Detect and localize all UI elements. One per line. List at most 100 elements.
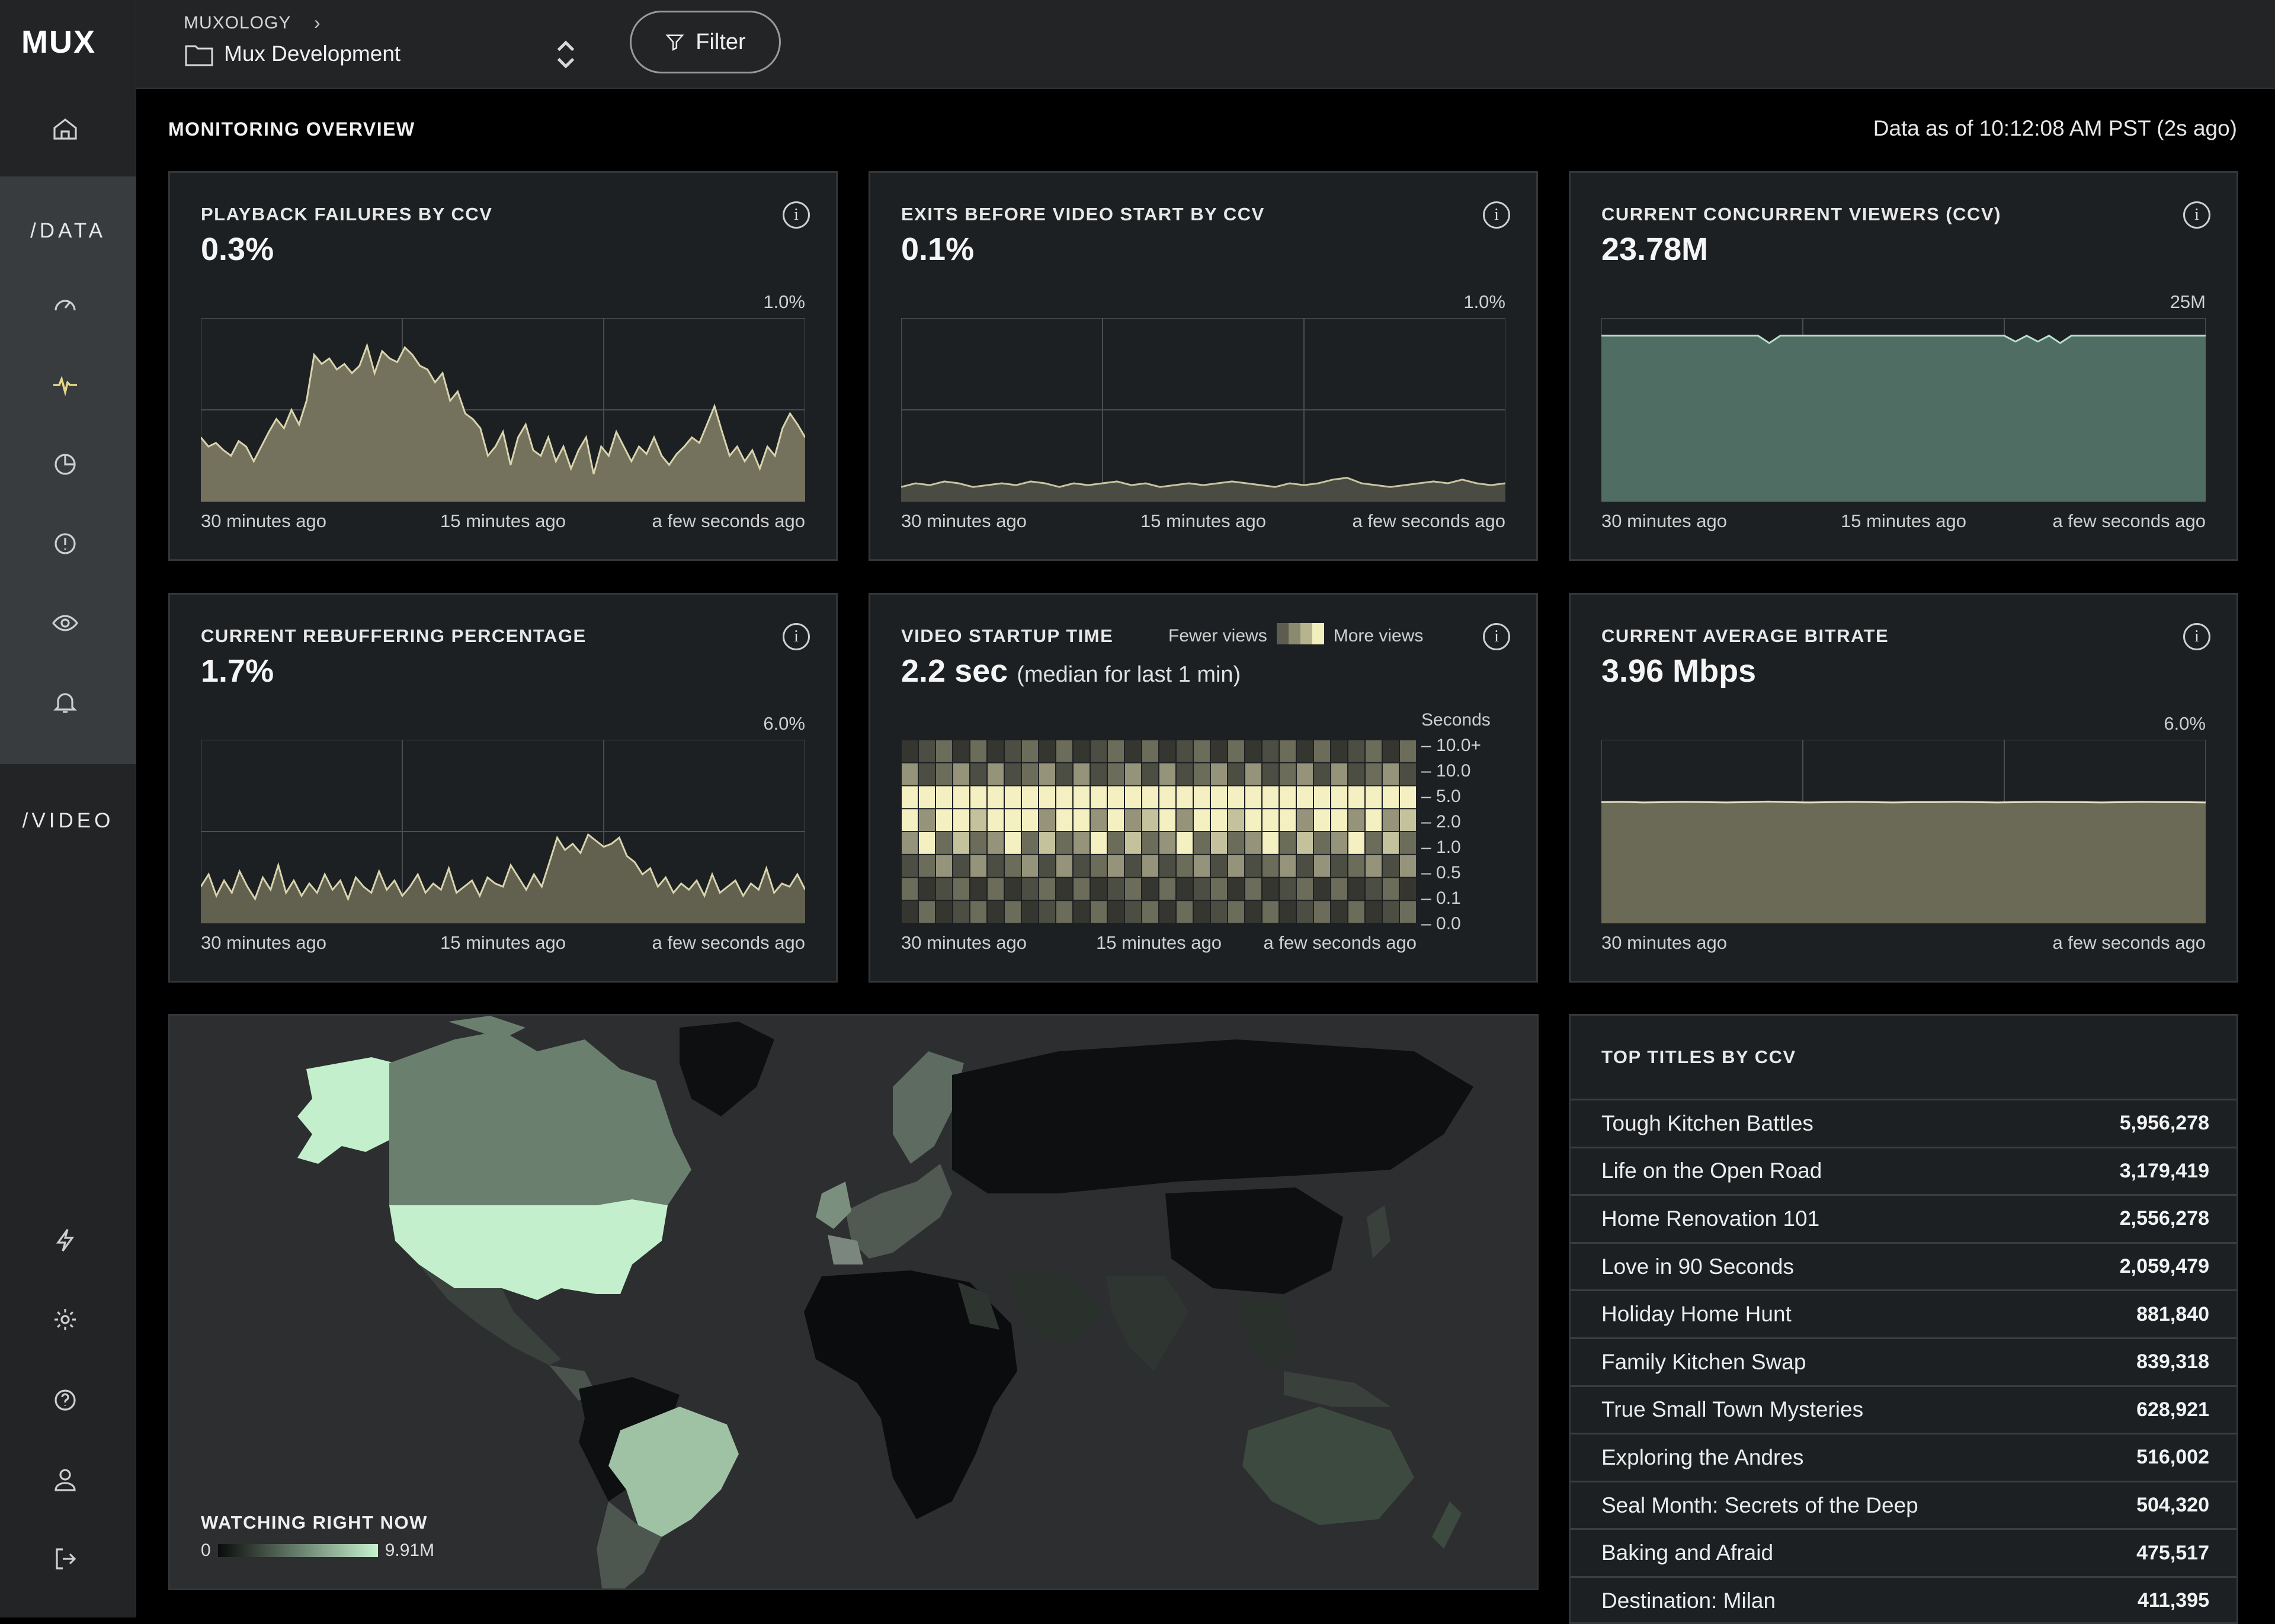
activity-icon[interactable] xyxy=(47,367,83,403)
exits-before-start-chart[interactable] xyxy=(901,318,1505,502)
info-icon[interactable]: i xyxy=(2183,201,2210,229)
bitrate-chart[interactable] xyxy=(1601,740,2206,923)
heatmap-cell xyxy=(1125,786,1141,808)
heatmap-cell xyxy=(988,763,1004,785)
heatmap-cell xyxy=(1263,878,1279,900)
folder-icon xyxy=(185,45,213,66)
gauge-icon[interactable] xyxy=(47,287,83,322)
list-item[interactable]: Exploring the Andres 516,002 xyxy=(1571,1434,2236,1482)
heatmap-cell xyxy=(1383,832,1399,854)
heatmap-cell xyxy=(1383,740,1399,762)
project-name[interactable]: Mux Development xyxy=(224,41,401,66)
info-icon[interactable]: i xyxy=(1483,623,1510,650)
heatmap-cell xyxy=(1280,740,1296,762)
panel-title: CURRENT CONCURRENT VIEWERS (CCV) xyxy=(1601,204,2001,224)
heatmap-cell xyxy=(1280,832,1296,854)
filter-button[interactable]: Filter xyxy=(630,11,781,73)
playback-failures-chart[interactable] xyxy=(201,318,805,502)
info-icon[interactable]: i xyxy=(1483,201,1510,229)
region-alaska xyxy=(297,1057,395,1164)
list-item[interactable]: Home Renovation 101 2,556,278 xyxy=(1571,1196,2236,1244)
map-legend-gradient xyxy=(217,1544,378,1557)
heatmap-cell xyxy=(1159,878,1175,900)
heatmap-cell xyxy=(1108,832,1124,854)
logout-icon[interactable] xyxy=(47,1541,83,1577)
list-item[interactable]: Destination: Milan 411,395 xyxy=(1571,1578,2236,1622)
mux-logo[interactable]: MUX xyxy=(21,24,96,60)
startup-heatmap[interactable] xyxy=(901,740,1417,923)
heatmap-cell xyxy=(1348,901,1364,923)
nav-video-label[interactable]: /VIDEO xyxy=(22,809,114,832)
bolt-icon[interactable] xyxy=(47,1222,83,1258)
project-switch-icon[interactable] xyxy=(551,37,581,72)
list-item[interactable]: True Small Town Mysteries 628,921 xyxy=(1571,1387,2236,1435)
gear-icon[interactable] xyxy=(47,1302,83,1337)
title-ccv: 628,921 xyxy=(2136,1398,2209,1421)
pie-chart-icon[interactable] xyxy=(47,447,83,482)
heatmap-cell xyxy=(1366,878,1382,900)
heatmap-cell xyxy=(1142,763,1158,785)
heatmap-cell xyxy=(1211,901,1227,923)
heatmap-cell xyxy=(1348,763,1364,785)
heatmap-cell xyxy=(1297,878,1313,900)
heatmap-cell xyxy=(1091,832,1107,854)
world-map[interactable] xyxy=(170,1016,1539,1590)
title-name: Seal Month: Secrets of the Deep xyxy=(1601,1493,1918,1517)
list-item[interactable]: Holiday Home Hunt 881,840 xyxy=(1571,1291,2236,1339)
heatmap-cell xyxy=(919,740,935,762)
help-icon[interactable] xyxy=(47,1382,83,1418)
heatmap-cell xyxy=(1108,809,1124,832)
list-item[interactable]: Baking and Afraid 475,517 xyxy=(1571,1530,2236,1578)
heatmap-cell xyxy=(1142,832,1158,854)
list-item[interactable]: Seal Month: Secrets of the Deep 504,320 xyxy=(1571,1482,2236,1530)
heatmap-cell xyxy=(1383,878,1399,900)
chevron-right-icon: › xyxy=(314,12,321,33)
list-item[interactable]: Tough Kitchen Battles 5,956,278 xyxy=(1571,1100,2236,1148)
org-breadcrumb[interactable]: MUXOLOGY xyxy=(184,13,291,33)
heatmap-cell xyxy=(1125,855,1141,877)
heatmap-cell xyxy=(1039,901,1055,923)
home-icon[interactable] xyxy=(47,111,83,147)
info-icon[interactable]: i xyxy=(783,201,810,229)
x-label-start: 30 minutes ago xyxy=(1601,511,1727,531)
heatmap-legend: Fewer views More views xyxy=(1168,623,1423,649)
panel-title: EXITS BEFORE VIDEO START BY CCV xyxy=(901,204,1265,224)
title-ccv: 839,318 xyxy=(2136,1350,2209,1373)
heatmap-cell xyxy=(1331,786,1347,808)
region-uk xyxy=(816,1182,851,1229)
list-item[interactable]: Family Kitchen Swap 839,318 xyxy=(1571,1339,2236,1387)
panel-title: CURRENT REBUFFERING PERCENTAGE xyxy=(201,625,587,646)
rebuffering-chart[interactable] xyxy=(201,740,805,923)
heatmap-cell xyxy=(1211,809,1227,832)
user-icon[interactable] xyxy=(47,1462,83,1497)
heatmap-cell xyxy=(1177,809,1193,832)
panel-exits-before-start: EXITS BEFORE VIDEO START BY CCV 0.1% i 1… xyxy=(869,171,1538,561)
heatmap-tick: – 0.0 xyxy=(1421,914,1461,933)
startup-value: 2.2 sec xyxy=(901,653,1008,689)
heatmap-cell xyxy=(1383,763,1399,785)
heatmap-tick: – 10.0 xyxy=(1421,761,1471,781)
world-map-panel[interactable]: WATCHING RIGHT NOW 0 9.91M xyxy=(168,1014,1539,1590)
bell-icon[interactable] xyxy=(47,685,83,720)
heatmap-cell xyxy=(953,740,969,762)
x-label-start: 30 minutes ago xyxy=(901,511,1027,531)
series-line xyxy=(201,342,805,474)
heatmap-cell xyxy=(1022,809,1038,832)
info-icon[interactable]: i xyxy=(2183,623,2210,650)
x-label-start: 30 minutes ago xyxy=(201,511,326,531)
heatmap-cell xyxy=(1074,809,1090,832)
panel-title: VIDEO STARTUP TIME xyxy=(901,625,1114,646)
ccv-chart[interactable] xyxy=(1601,318,2206,502)
heatmap-cell xyxy=(1245,740,1261,762)
heatmap-cell xyxy=(1177,855,1193,877)
list-item[interactable]: Love in 90 Seconds 2,059,479 xyxy=(1571,1244,2236,1292)
x-label-mid: 15 minutes ago xyxy=(440,932,566,953)
series-line xyxy=(1601,335,2206,344)
heatmap-cell xyxy=(1142,809,1158,832)
info-icon[interactable]: i xyxy=(783,623,810,650)
list-item[interactable]: Life on the Open Road 3,179,419 xyxy=(1571,1148,2236,1196)
eye-icon[interactable] xyxy=(47,605,83,641)
heatmap-cell xyxy=(1211,878,1227,900)
nav-data-label[interactable]: /DATA xyxy=(30,219,106,242)
alert-icon[interactable] xyxy=(47,526,83,561)
